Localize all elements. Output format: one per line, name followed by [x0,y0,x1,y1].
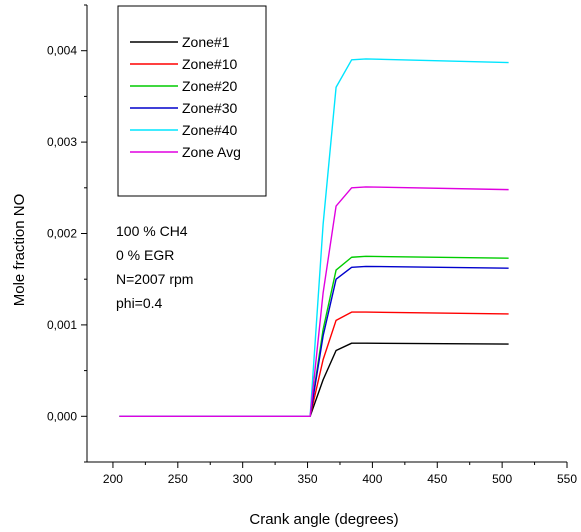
legend-label: Zone#20 [182,78,237,94]
x-tick-label: 550 [557,472,577,486]
y-tick-label: 0,000 [47,409,77,423]
legend-label: Zone#1 [182,34,230,50]
legend: Zone#1 Zone#10 Zone#20 Zone#30 Zone#40 Zone A… [117,5,267,197]
annotation-line: N=2007 rpm [116,271,193,287]
legend-label: Zone#10 [182,56,237,72]
x-tick-label: 200 [103,472,123,486]
x-tick-label: 450 [427,472,447,486]
x-axis-label: Crank angle (degrees) [249,511,398,528]
y-tick-label: 0,003 [47,135,77,149]
legend-box [117,5,267,197]
annotation-line: 0 % EGR [116,247,174,263]
legend-label: Zone#40 [182,122,237,138]
annotation: 100 % CH4 0 % EGR N=2007 rpm phi=0.4 [116,223,193,311]
x-tick-label: 400 [362,472,382,486]
x-tick-label: 350 [298,472,318,486]
y-tick-label: 0,002 [47,227,77,241]
x-tick-label: 500 [492,472,512,486]
legend-label: Zone#30 [182,100,237,116]
legend-label: Zone Avg [182,144,241,160]
series-line [119,265,509,417]
series-lines [119,58,509,417]
annotation-line: phi=0.4 [116,295,163,311]
annotation-line: 100 % CH4 [116,223,188,239]
x-tick-label: 250 [168,472,188,486]
x-tick-label: 300 [233,472,253,486]
series-line [119,186,509,417]
y-tick-label: 0,004 [47,44,77,58]
y-axis-label: Mole fraction NO [11,194,28,307]
y-tick-label: 0,001 [47,318,77,332]
x-ticks: 200 250 300 350 400 450 500 550 [103,462,577,486]
y-ticks: 0,000 0,001 0,002 0,003 0,004 [47,4,87,463]
